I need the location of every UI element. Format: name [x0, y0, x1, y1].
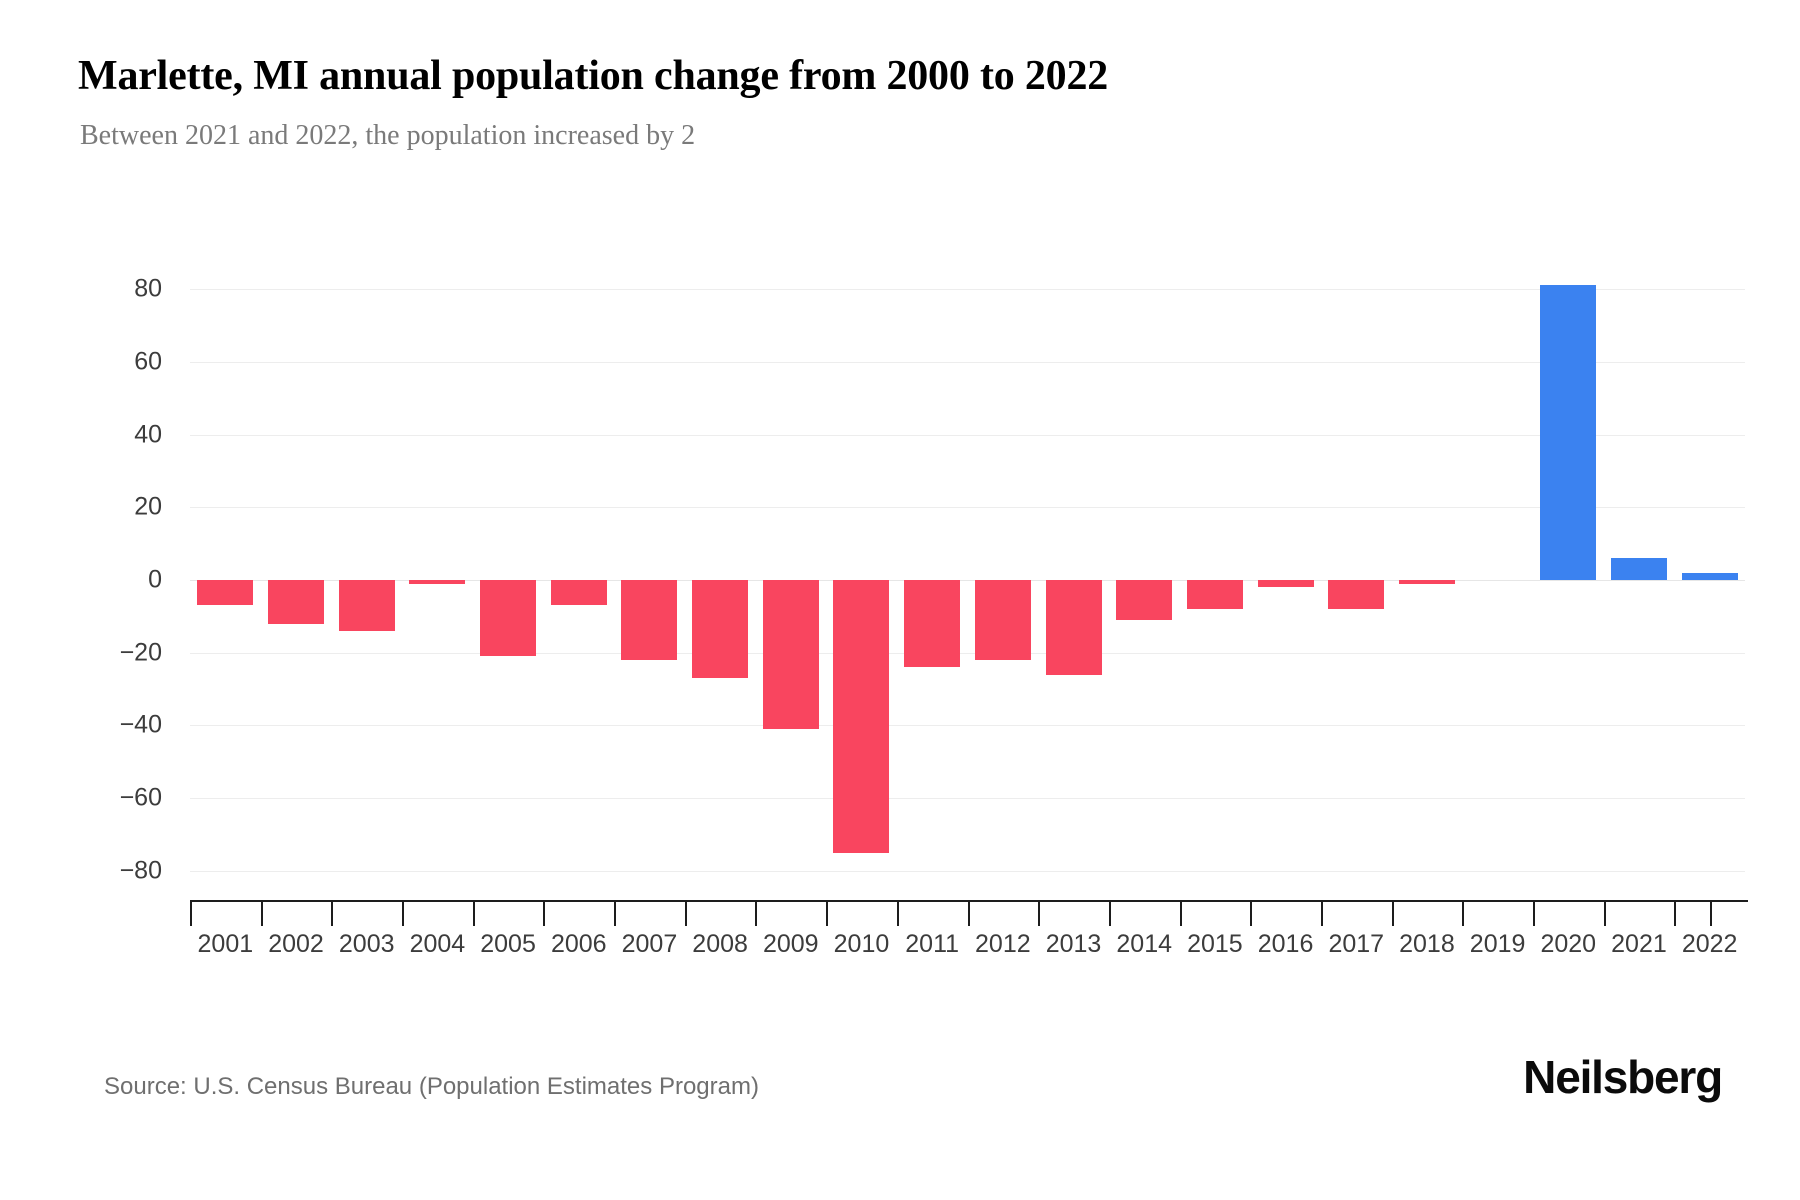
bar-2003[interactable] — [338, 580, 395, 631]
x-axis-tick — [1179, 900, 1182, 926]
x-axis-tick — [1038, 900, 1041, 926]
bar-2016[interactable] — [1257, 580, 1314, 588]
x-axis-tick-label: 2009 — [762, 930, 819, 958]
source-note: Source: U.S. Census Bureau (Population E… — [104, 1073, 759, 1100]
y-axis-tick-label: 60 — [134, 347, 162, 376]
x-axis-tick-label: 2010 — [833, 930, 890, 958]
gridline — [190, 798, 1745, 800]
x-axis-tick-label: 2007 — [621, 930, 678, 958]
gridline — [190, 361, 1745, 363]
x-axis-tick — [472, 900, 475, 926]
gridline — [190, 289, 1745, 291]
bar-2014[interactable] — [1116, 580, 1173, 620]
page-title: Marlette, MI annual population change fr… — [78, 53, 1109, 99]
x-axis-tick — [1532, 900, 1535, 926]
bar-2009[interactable] — [762, 580, 819, 730]
x-axis-tick-label: 2017 — [1328, 930, 1385, 958]
y-axis-tick-label: −60 — [119, 783, 162, 812]
x-axis-tick — [331, 900, 334, 926]
bar-2005[interactable] — [480, 580, 537, 657]
x-axis-tick — [543, 900, 546, 926]
x-axis-tick-label: 2016 — [1257, 930, 1314, 958]
x-axis-tick — [967, 900, 970, 926]
y-axis-tick-label: −20 — [119, 638, 162, 667]
bar-2022[interactable] — [1681, 572, 1738, 580]
bar-2011[interactable] — [904, 580, 961, 668]
x-axis-tick — [1391, 900, 1394, 926]
x-axis-tick — [1674, 900, 1677, 926]
bar-series — [190, 260, 1745, 900]
bar-2017[interactable] — [1328, 580, 1385, 610]
gridline — [190, 580, 1745, 581]
x-axis-tick-label: 2011 — [905, 930, 960, 958]
brand-logo: Neilsberg — [1523, 1051, 1723, 1103]
bar-2006[interactable] — [550, 580, 607, 606]
x-axis-tick — [402, 900, 405, 926]
x-axis-tick-label: 2014 — [1116, 930, 1173, 958]
x-axis-tick-label: 2015 — [1187, 930, 1243, 958]
bar-2021[interactable] — [1610, 558, 1667, 580]
x-axis-tick — [190, 900, 192, 926]
gridline — [190, 652, 1745, 654]
x-axis-tick-label: 2003 — [338, 930, 395, 958]
x-axis-tick — [1709, 900, 1712, 926]
bar-2018[interactable] — [1398, 580, 1455, 584]
gridline — [190, 870, 1745, 872]
x-axis-tick-label: 2002 — [268, 930, 324, 958]
gridline — [190, 507, 1745, 509]
x-axis-tick-label: 2020 — [1540, 930, 1597, 958]
plot-area — [190, 260, 1745, 900]
bar-2013[interactable] — [1045, 580, 1102, 675]
x-axis-tick-label: 2022 — [1681, 930, 1738, 958]
x-axis-tick-label: 2019 — [1469, 930, 1526, 958]
gridline — [190, 434, 1745, 436]
x-axis-tick — [826, 900, 829, 926]
x-axis-tick — [1320, 900, 1323, 926]
bar-2001[interactable] — [197, 580, 254, 606]
x-axis-tick-label: 2018 — [1399, 930, 1455, 958]
x-axis-tick-label: 2001 — [197, 930, 254, 958]
y-axis-tick-label: −40 — [119, 710, 162, 739]
y-axis-tick-label: 20 — [134, 492, 162, 521]
bar-2004[interactable] — [409, 580, 466, 584]
x-axis-tick-label: 2008 — [692, 930, 748, 958]
x-axis-tick — [755, 900, 758, 926]
x-axis-tick — [1250, 900, 1253, 926]
y-axis-tick-label: −80 — [119, 856, 162, 885]
x-axis-tick-label: 2004 — [409, 930, 466, 958]
x-axis-tick-label: 2005 — [480, 930, 536, 958]
x-axis-tick — [1108, 900, 1111, 926]
bar-2010[interactable] — [833, 580, 890, 853]
x-axis-tick — [260, 900, 263, 926]
x-axis-tick-label: 2006 — [550, 930, 607, 958]
x-axis-tick-label: 2021 — [1611, 930, 1667, 958]
y-axis-tick-label: 80 — [134, 274, 162, 303]
gridline — [190, 725, 1745, 727]
y-axis-tick-label: 40 — [134, 420, 162, 449]
x-axis-tick — [1603, 900, 1606, 926]
x-axis-tick-label: 2012 — [975, 930, 1031, 958]
page-subtitle: Between 2021 and 2022, the population in… — [80, 120, 696, 151]
x-axis-tick-label: 2013 — [1045, 930, 1102, 958]
bar-2002[interactable] — [268, 580, 325, 624]
bar-2008[interactable] — [692, 580, 749, 679]
y-axis-tick-label: 0 — [148, 565, 162, 594]
bar-2015[interactable] — [1186, 580, 1243, 610]
x-axis-tick — [684, 900, 687, 926]
bar-2020[interactable] — [1540, 285, 1597, 580]
x-axis-tick — [896, 900, 899, 926]
x-axis-tick — [1462, 900, 1465, 926]
bar-2007[interactable] — [621, 580, 678, 660]
bar-2012[interactable] — [974, 580, 1031, 660]
x-axis-tick — [614, 900, 617, 926]
